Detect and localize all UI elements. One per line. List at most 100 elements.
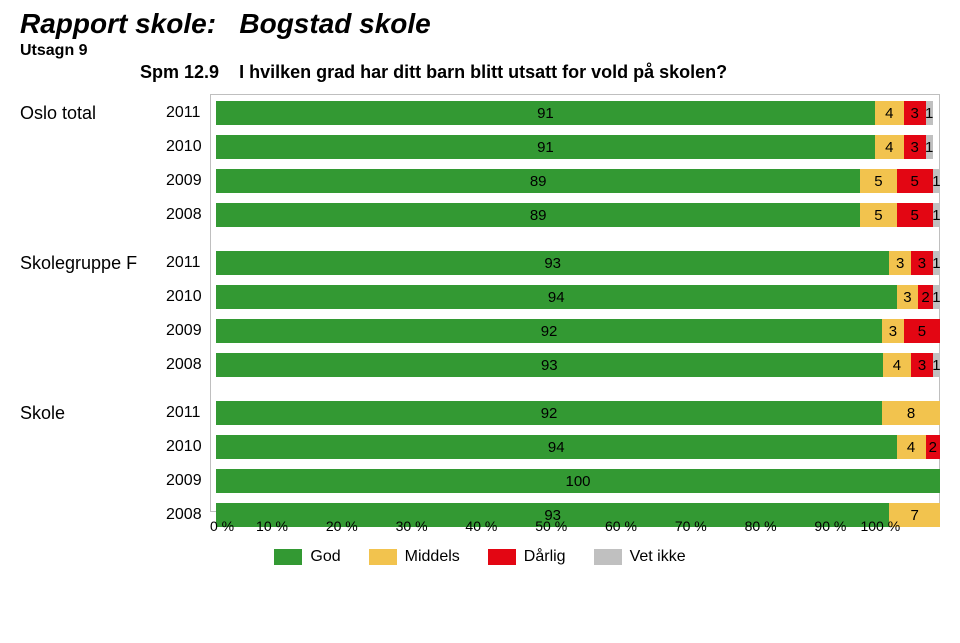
year-label: 2010 xyxy=(166,438,216,456)
bar-segment-darlig: 2 xyxy=(918,285,932,309)
year-label: 2010 xyxy=(166,138,216,156)
year-label: 2011 xyxy=(166,404,216,422)
axis-tick: 100 % xyxy=(860,518,900,534)
bar-segment-darlig: 3 xyxy=(904,101,926,125)
bar-track: 928 xyxy=(216,401,940,425)
title-prefix: Rapport skole: xyxy=(20,8,216,39)
legend-swatch xyxy=(488,549,516,565)
bar-segment-vetikke: 1 xyxy=(926,101,933,125)
bar-segment-god: 91 xyxy=(216,135,875,159)
bar-segment-darlig: 5 xyxy=(897,203,933,227)
bar-segment-middels: 3 xyxy=(882,319,904,343)
chart-row: 201094321 xyxy=(20,284,940,310)
bar-segment-darlig: 3 xyxy=(911,251,933,275)
axis-tick: 80 % xyxy=(745,518,777,534)
legend-item-middels: Middels xyxy=(369,548,460,566)
bar-segment-vetikke: 1 xyxy=(933,169,940,193)
bar-segment-darlig: 5 xyxy=(904,319,940,343)
bar-segment-vetikke: 1 xyxy=(933,251,940,275)
legend-swatch xyxy=(369,549,397,565)
bar-segment-vetikke: 1 xyxy=(933,203,940,227)
axis-tick: 60 % xyxy=(605,518,637,534)
legend-item-darlig: Dårlig xyxy=(488,548,566,566)
year-label: 2010 xyxy=(166,288,216,306)
bar-track: 89551 xyxy=(216,203,940,227)
legend-label: God xyxy=(310,548,340,566)
chart-group: Skole20119282010944220091002008937 xyxy=(20,400,940,528)
year-label: 2008 xyxy=(166,206,216,224)
chart-row: 2009100 xyxy=(20,468,940,494)
x-axis: 0 %10 %20 %30 %40 %50 %60 %70 %80 %90 %1… xyxy=(210,518,940,534)
bar-track: 93431 xyxy=(216,353,940,377)
legend-label: Dårlig xyxy=(524,548,566,566)
year-label: 2009 xyxy=(166,322,216,340)
groups-container: Oslo total201191431201091431200989551200… xyxy=(20,100,940,528)
group-label: Skole xyxy=(20,403,166,424)
chart-row: 200989551 xyxy=(20,168,940,194)
bar-segment-vetikke: 1 xyxy=(933,285,940,309)
bar-segment-god: 94 xyxy=(216,435,897,459)
legend-item-vetikke: Vet ikke xyxy=(594,548,686,566)
axis-tick: 90 % xyxy=(814,518,846,534)
chart-row: 20109442 xyxy=(20,434,940,460)
page-subtitle: Utsagn 9 xyxy=(20,42,940,60)
year-label: 2009 xyxy=(166,472,216,490)
axis-tick: 20 % xyxy=(326,518,358,534)
bar-segment-middels: 4 xyxy=(875,135,904,159)
year-label: 2011 xyxy=(166,254,216,272)
year-label: 2011 xyxy=(166,104,216,122)
bar-segment-middels: 5 xyxy=(860,169,896,193)
bar-segment-god: 92 xyxy=(216,319,882,343)
bar-segment-vetikke: 1 xyxy=(926,135,933,159)
bar-segment-middels: 4 xyxy=(883,353,912,377)
bar-segment-middels: 5 xyxy=(860,203,896,227)
year-label: 2009 xyxy=(166,172,216,190)
axis-tick: 40 % xyxy=(465,518,497,534)
chart-row: Skole2011928 xyxy=(20,400,940,426)
chart-row: 20099235 xyxy=(20,318,940,344)
page-title: Rapport skole: Bogstad skole xyxy=(20,8,940,40)
legend-swatch xyxy=(274,549,302,565)
legend-swatch xyxy=(594,549,622,565)
bar-segment-god: 89 xyxy=(216,203,860,227)
question-code: Spm 12.9 xyxy=(140,62,219,82)
bar-segment-god: 93 xyxy=(216,251,889,275)
bar-segment-darlig: 3 xyxy=(904,135,926,159)
axis-tick: 30 % xyxy=(396,518,428,534)
bar-track: 91431 xyxy=(216,101,940,125)
bar-track: 89551 xyxy=(216,169,940,193)
group-label: Skolegruppe F xyxy=(20,253,166,274)
bar-segment-god: 89 xyxy=(216,169,860,193)
bar-segment-middels: 3 xyxy=(897,285,919,309)
bar-track: 9442 xyxy=(216,435,940,459)
bar-track: 93331 xyxy=(216,251,940,275)
bar-segment-middels: 4 xyxy=(875,101,904,125)
bar-segment-god: 93 xyxy=(216,353,883,377)
question-text: I hvilken grad har ditt barn blitt utsat… xyxy=(239,62,727,82)
bar-segment-darlig: 2 xyxy=(926,435,940,459)
axis-tick: 0 % xyxy=(210,518,234,534)
chart-row: 200893431 xyxy=(20,352,940,378)
bar-track: 9235 xyxy=(216,319,940,343)
chart-row: 201091431 xyxy=(20,134,940,160)
legend: God Middels Dårlig Vet ikke xyxy=(20,548,940,566)
title-name: Bogstad skole xyxy=(239,8,430,39)
bar-segment-god: 100 xyxy=(216,469,940,493)
legend-item-god: God xyxy=(274,548,340,566)
bar-track: 100 xyxy=(216,469,940,493)
bar-segment-darlig: 3 xyxy=(911,353,933,377)
year-label: 2008 xyxy=(166,506,216,524)
bar-segment-middels: 3 xyxy=(889,251,911,275)
year-label: 2008 xyxy=(166,356,216,374)
bar-segment-god: 92 xyxy=(216,401,882,425)
chart-row: 200889551 xyxy=(20,202,940,228)
bar-segment-vetikke: 1 xyxy=(933,353,940,377)
chart-area: Oslo total201191431201091431200989551200… xyxy=(20,100,940,550)
bar-track: 94321 xyxy=(216,285,940,309)
chart-row: Oslo total201191431 xyxy=(20,100,940,126)
axis-tick: 50 % xyxy=(535,518,567,534)
axis-tick: 70 % xyxy=(675,518,707,534)
bar-segment-middels: 8 xyxy=(882,401,940,425)
group-label: Oslo total xyxy=(20,103,166,124)
bar-segment-darlig: 5 xyxy=(897,169,933,193)
